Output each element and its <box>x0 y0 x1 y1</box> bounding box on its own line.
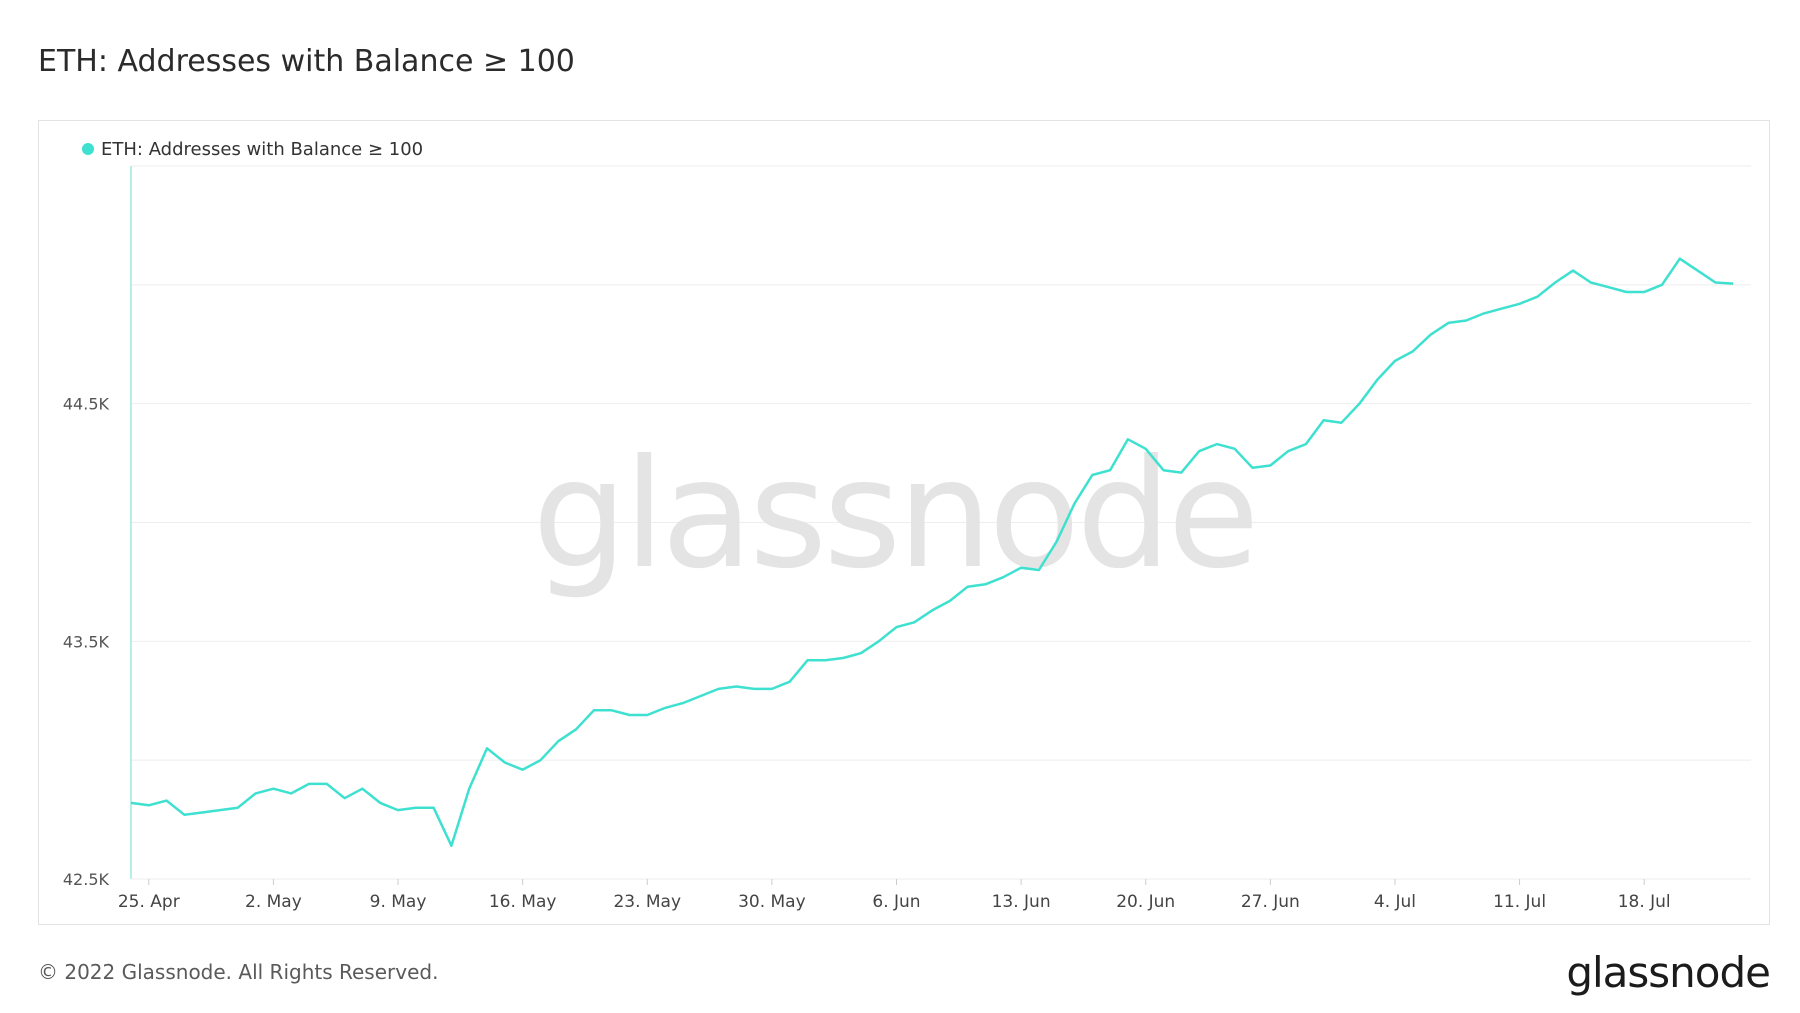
watermark-text: glassnode <box>532 428 1255 602</box>
x-tick-label: 2. May <box>245 892 302 912</box>
chart-frame: glassnode 42.5K 43.5K 44.5K 25. Apr 2. May 9… <box>38 120 1770 925</box>
y-tick-label: 44.5K <box>63 395 110 414</box>
x-tick-label: 20. Jun <box>1116 892 1175 912</box>
series-layer <box>130 257 1734 847</box>
series-line[interactable] <box>130 257 1734 847</box>
x-tick-label: 4. Jul <box>1374 892 1416 912</box>
legend-label[interactable]: ETH: Addresses with Balance ≥ 100 <box>101 139 423 160</box>
y-tick-label: 43.5K <box>63 632 110 651</box>
x-tick-label: 13. Jun <box>992 892 1051 912</box>
line-chart: glassnode 42.5K 43.5K 44.5K 25. Apr 2. May 9… <box>63 139 1751 912</box>
x-tick-label: 11. Jul <box>1493 892 1546 912</box>
x-tick-label: 27. Jun <box>1241 892 1300 912</box>
x-tick-label: 25. Apr <box>118 892 180 912</box>
x-tick-label: 9. May <box>370 892 427 912</box>
x-tick-label: 23. May <box>613 892 681 912</box>
footer-copyright: © 2022 Glassnode. All Rights Reserved. <box>38 960 439 984</box>
legend[interactable]: ETH: Addresses with Balance ≥ 100 <box>82 139 423 160</box>
x-tick-label: 16. May <box>489 892 557 912</box>
x-tick-label: 6. Jun <box>872 892 920 912</box>
x-tick-label: 30. May <box>738 892 806 912</box>
y-axis-ticks: 42.5K 43.5K 44.5K <box>63 395 110 889</box>
y-tick-label: 42.5K <box>63 870 110 889</box>
grid-lines <box>131 165 1751 880</box>
x-axis-ticks: 25. Apr 2. May 9. May 16. May 23. May 30. May… <box>118 879 1671 912</box>
footer-logo: glassnode <box>1566 948 1771 997</box>
page-title: ETH: Addresses with Balance ≥ 100 <box>38 44 575 79</box>
x-tick-label: 18. Jul <box>1618 892 1671 912</box>
legend-dot-icon[interactable] <box>82 143 94 155</box>
